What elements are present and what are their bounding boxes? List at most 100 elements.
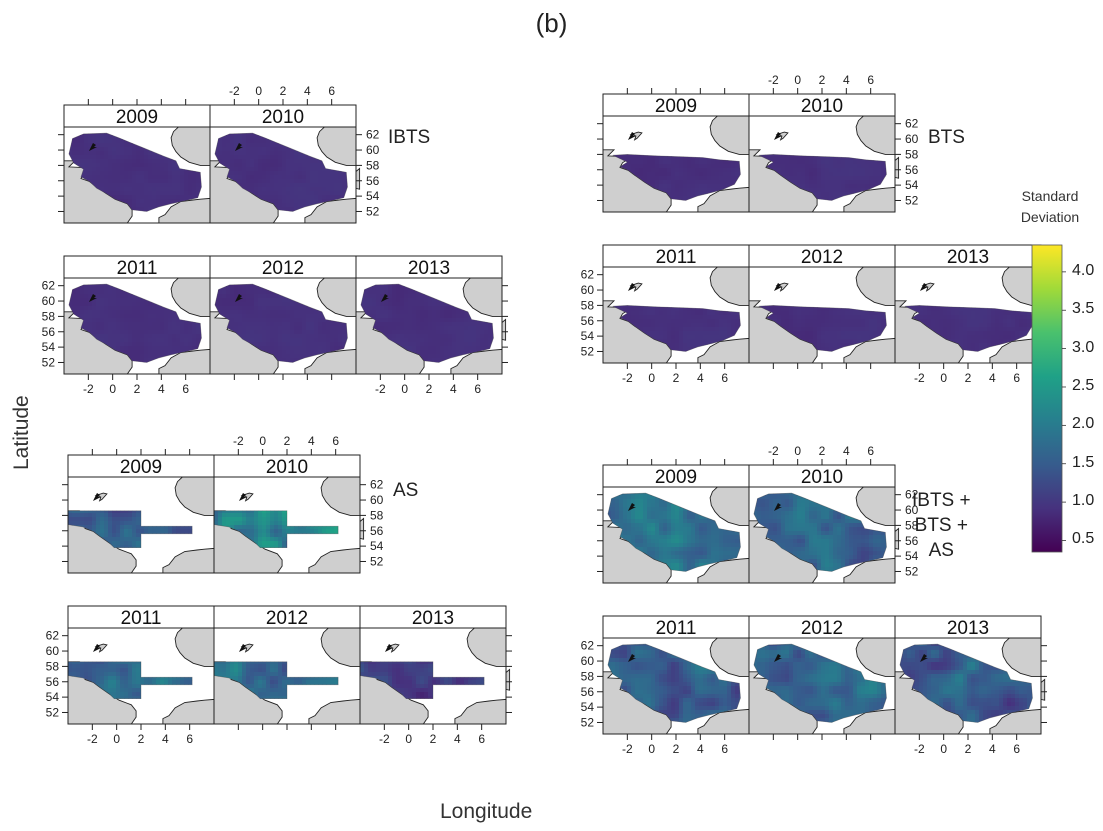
heat-cell (116, 143, 121, 148)
heat-cell (108, 310, 113, 315)
heat-cell (230, 133, 235, 136)
heat-cell (258, 342, 263, 347)
heat-cell (270, 310, 275, 315)
heat-cell (132, 171, 137, 176)
map-panel: 2011 (63, 255, 215, 375)
heat-cell (424, 306, 429, 311)
heat-cell (100, 135, 105, 140)
heat-cell (282, 334, 287, 339)
heat-cell (290, 207, 295, 212)
heat-cell (250, 298, 255, 303)
heat-cell (160, 350, 165, 355)
heat-cell (392, 326, 397, 331)
heat-cell (250, 143, 255, 148)
heat-cell (100, 151, 105, 156)
heat-cell (160, 318, 165, 323)
heat-cell (76, 139, 81, 144)
heat-cell (124, 143, 129, 148)
heat-cell (254, 342, 259, 347)
heat-cell (436, 338, 441, 343)
heat-cell (148, 354, 153, 359)
heat-cell (108, 143, 113, 148)
heat-cell (100, 338, 105, 343)
heat-cell (468, 346, 473, 351)
heat-cell (80, 314, 85, 319)
heat-cell (132, 195, 137, 200)
heat-cell (124, 187, 129, 192)
heat-cell (294, 326, 299, 331)
heat-cell (282, 175, 287, 180)
heat-cell (302, 322, 307, 327)
heat-cell (140, 207, 145, 212)
heat-cell (436, 354, 441, 359)
heat-cell (274, 294, 279, 299)
heat-cell (448, 354, 453, 359)
heat-cell (238, 314, 243, 319)
heat-cell (396, 298, 401, 303)
heat-cell (266, 290, 271, 295)
heat-cell (254, 314, 259, 319)
heat-cell (108, 302, 113, 307)
heat-cell (270, 191, 275, 196)
heat-cell (250, 187, 255, 192)
heat-cell (290, 151, 295, 156)
heat-cell (234, 143, 239, 148)
heat-cell (258, 179, 263, 184)
heat-cell (180, 330, 185, 335)
heat-cell (342, 330, 347, 335)
heat-cell (306, 167, 311, 172)
heat-cell (152, 199, 157, 204)
heat-cell (338, 175, 343, 180)
heat-cell (412, 326, 417, 331)
heat-cell (322, 338, 327, 343)
heat-cell (364, 302, 369, 307)
heat-cell (104, 306, 109, 311)
heat-cell (278, 179, 283, 184)
heat-cell (270, 294, 275, 299)
heat-cell (238, 167, 243, 172)
heat-cell (420, 310, 425, 315)
heat-cell (368, 286, 373, 291)
heat-cell (262, 179, 267, 184)
heat-cell (392, 298, 397, 303)
heat-cell (274, 326, 279, 331)
heat-cell (104, 155, 109, 160)
heat-cell (286, 314, 291, 319)
heat-cell (124, 199, 129, 204)
heat-cell (675, 156, 680, 161)
heat-cell (314, 183, 319, 188)
heat-cell (444, 330, 449, 335)
heat-cell (472, 346, 477, 351)
heat-cell (176, 179, 181, 184)
heat-cell (440, 310, 445, 315)
heat-cell (270, 171, 275, 176)
heat-cell (302, 199, 307, 204)
heat-cell (254, 318, 259, 323)
heat-cell (104, 187, 109, 192)
heat-cell (266, 159, 271, 164)
heat-cell (96, 175, 101, 180)
heat-cell (294, 183, 299, 188)
heat-cell (392, 306, 397, 311)
heat-cell (400, 338, 405, 343)
heat-cell (214, 298, 219, 303)
heat-cell (140, 346, 145, 351)
heat-cell (408, 346, 413, 351)
heat-cell (132, 294, 137, 299)
heat-cell (124, 159, 129, 164)
heat-cell (294, 163, 299, 168)
heat-cell (120, 159, 125, 164)
heat-cell (278, 167, 283, 172)
heat-cell (290, 302, 295, 307)
heat-cell (132, 203, 137, 208)
heat-cell (164, 167, 169, 172)
heat-cell (448, 322, 453, 327)
heat-cell (92, 135, 97, 140)
heat-cell (124, 318, 129, 323)
heat-cell (246, 163, 251, 168)
heat-cell (460, 346, 465, 351)
heat-cell (651, 156, 656, 161)
heat-cell (274, 203, 279, 208)
heat-cell (164, 346, 169, 351)
